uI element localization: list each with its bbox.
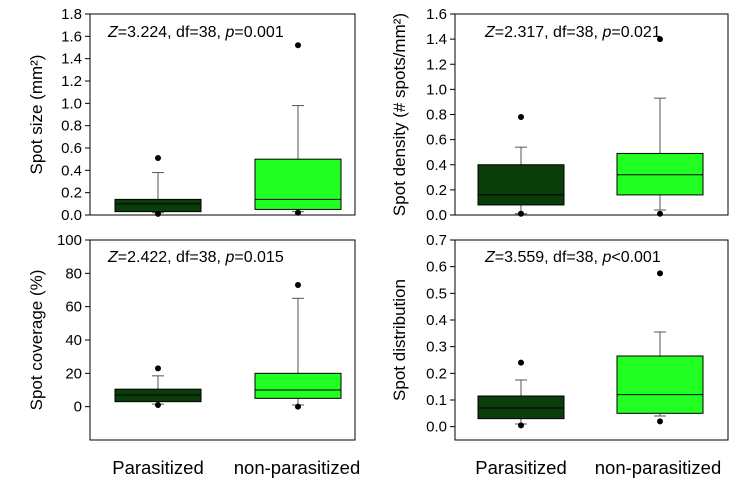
y-tick-label: 0.0 <box>61 207 82 224</box>
y-tick-label: 1.0 <box>426 81 447 98</box>
y-tick-label: 1.8 <box>61 6 82 23</box>
box-non-parasitized <box>616 355 704 414</box>
panel-spot-coverage: 0 20 40 60 80 100 Spot coverage (%) Z=2.422, df… <box>27 232 356 441</box>
y-tick-label: 0.2 <box>61 185 82 202</box>
outlier-point-parasitized <box>155 365 161 372</box>
x-category-label-right-non-parasitized: non-parasitized <box>595 457 722 478</box>
y-axis-title: Spot coverage (%) <box>27 270 46 411</box>
y-tick-label: 0.8 <box>61 118 82 135</box>
outlier-point-non-parasitized <box>657 210 663 217</box>
y-tick-label: 0.4 <box>426 312 447 329</box>
panel-spot-density: 0.0 0.2 0.4 0.6 0.8 1.0 1.2 1.4 1.6 Spot density … <box>390 6 729 224</box>
panel-spot-distribution: 0.0 0.1 0.2 0.3 0.4 0.5 0.6 0.7 Spot distributio… <box>390 232 729 441</box>
x-category-label-left-parasitized: Parasitized <box>112 457 204 478</box>
statistic-annotation: Z=2.317, df=38, p=0.021 <box>484 24 661 41</box>
box-parasitized <box>114 198 202 213</box>
y-tick-label: 0.3 <box>426 339 447 356</box>
panel-spot-size: 0.0 0.2 0.4 0.6 0.8 1.0 1.2 1.4 1.6 1.8 Spot size … <box>27 6 356 224</box>
y-tick-label: 0.6 <box>61 140 82 157</box>
outlier-point-non-parasitized <box>295 42 301 49</box>
y-tick-label: 0.2 <box>426 365 447 382</box>
y-tick-label: 0.5 <box>426 285 447 302</box>
outlier-point-non-parasitized <box>657 270 663 277</box>
y-tick-label: 1.6 <box>426 6 447 23</box>
box-non-parasitized <box>254 372 342 399</box>
outlier-point-parasitized <box>518 210 524 217</box>
outlier-point-non-parasitized <box>295 209 301 216</box>
y-tick-label: 0 <box>74 399 82 416</box>
y-tick-label: 0.6 <box>426 259 447 276</box>
y-tick-label: 1.2 <box>61 73 82 90</box>
outlier-point-parasitized <box>518 422 524 429</box>
y-tick-label: 1.4 <box>426 31 447 48</box>
outlier-point-non-parasitized <box>295 282 301 288</box>
y-tick-label: 0.8 <box>426 107 447 124</box>
outlier-point-non-parasitized <box>657 418 663 425</box>
y-tick-label: 60 <box>65 299 82 316</box>
y-tick-label: 0.6 <box>426 132 447 149</box>
box-non-parasitized <box>616 152 704 196</box>
y-tick-label: 0.0 <box>426 419 447 436</box>
y-axis-title: Spot distribution <box>390 279 409 401</box>
y-tick-label: 1.0 <box>61 95 82 112</box>
outlier-point-parasitized <box>518 114 524 121</box>
y-axis-title: Spot size (mm²) <box>27 55 46 175</box>
y-tick-label: 80 <box>65 265 82 282</box>
y-tick-label: 1.2 <box>426 56 447 73</box>
y-tick-label: 1.6 <box>61 28 82 45</box>
y-tick-label: 0.4 <box>426 157 447 174</box>
y-tick-label: 0.0 <box>426 207 447 224</box>
outlier-point-parasitized <box>518 359 524 366</box>
outlier-point-parasitized <box>155 402 161 408</box>
y-tick-label: 40 <box>65 332 82 349</box>
y-axis-title: Spot density (# spots/mm²) <box>390 13 409 216</box>
outlier-point-non-parasitized <box>657 36 663 43</box>
plot-frame <box>89 239 356 441</box>
y-tick-label: 100 <box>57 232 82 249</box>
box-parasitized <box>477 164 565 206</box>
outlier-point-non-parasitized <box>295 403 301 410</box>
box-non-parasitized <box>254 158 342 210</box>
y-tick-label: 0.4 <box>61 162 82 179</box>
statistic-annotation: Z=2.422, df=38, p=0.015 <box>107 249 284 266</box>
plot-frame <box>89 13 356 216</box>
statistic-annotation: Z=3.224, df=38, p=0.001 <box>107 24 284 41</box>
y-tick-label: 0.2 <box>426 182 447 199</box>
box-parasitized <box>477 395 565 420</box>
outlier-point-parasitized <box>155 210 161 217</box>
y-tick-label: 20 <box>65 365 82 382</box>
y-tick-label: 0.7 <box>426 232 447 249</box>
statistic-annotation: Z=3.559, df=38, p<0.001 <box>484 249 661 266</box>
x-category-label-right-parasitized: Parasitized <box>475 457 567 478</box>
x-category-label-left-non-parasitized: non-parasitized <box>234 457 361 478</box>
y-tick-label: 0.1 <box>426 392 447 409</box>
y-tick-label: 1.4 <box>61 51 82 68</box>
outlier-point-parasitized <box>155 155 161 162</box>
plot-frame <box>454 239 729 441</box>
